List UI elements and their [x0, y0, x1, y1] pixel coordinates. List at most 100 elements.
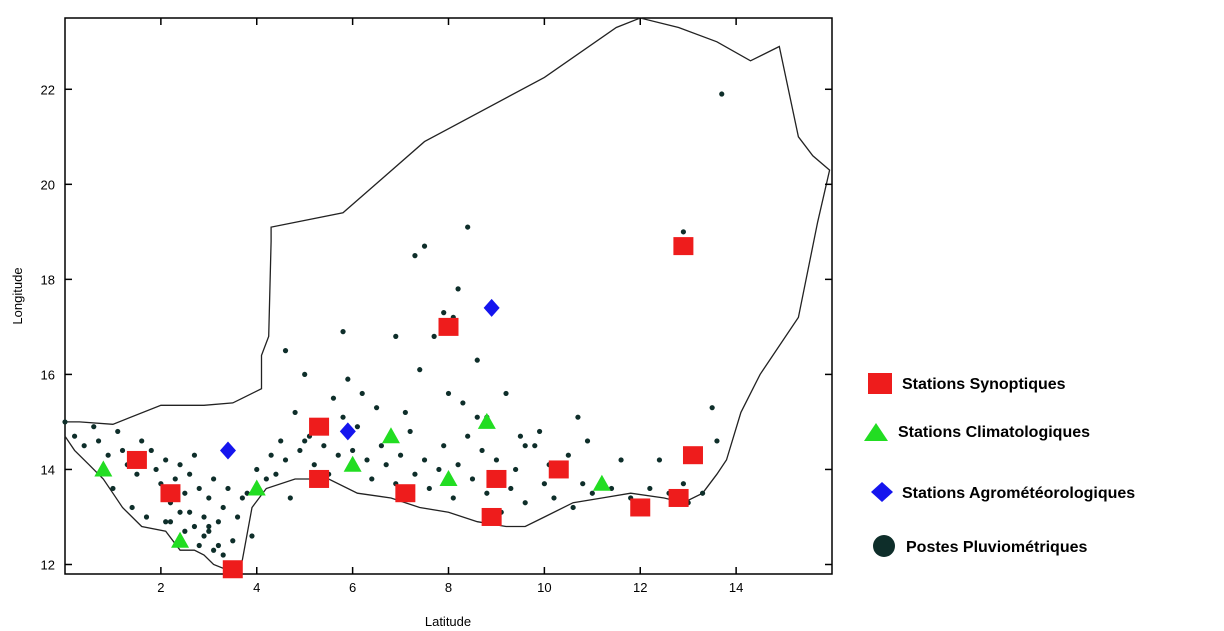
y-tick-label: 16: [41, 367, 55, 382]
legend-diamond-marker: [871, 482, 893, 502]
rain-gauge-point: [321, 443, 327, 449]
legend-label-synoptic: Stations Synoptiques: [902, 376, 1066, 393]
y-tick-label: 12: [41, 557, 55, 572]
climatological-station-point: [247, 479, 266, 496]
rain-gauge-point: [431, 333, 437, 339]
axis-ticks-layer: 2 4 6 8 10 12 14 12 14 16 18 20 22: [41, 18, 832, 595]
rain-gauge-point: [589, 490, 595, 496]
climatological-station-point: [381, 427, 400, 444]
rain-gauge-point: [302, 371, 308, 378]
synoptic-station-point: [673, 237, 694, 256]
rain-gauge-point: [167, 519, 174, 525]
rain-gauge-point: [196, 542, 202, 549]
rain-gauge-point: [220, 552, 226, 558]
x-tick-label: 6: [349, 580, 356, 595]
legend-label-climatological: Stations Climatologiques: [898, 424, 1090, 441]
rain-gauge-point: [263, 476, 269, 482]
synoptic-station-point: [438, 317, 459, 336]
rain-gauge-point: [182, 490, 188, 496]
synoptic-station-point: [126, 450, 147, 469]
rain-gauge-point: [656, 457, 663, 463]
legend-item-rain-gauges: Postes Pluviométriques: [873, 535, 1087, 557]
legend-item-synoptic: Stations Synoptiques: [868, 373, 1066, 394]
rain-gauge-point: [493, 457, 500, 463]
rain-gauge-point: [254, 466, 260, 473]
rain-gauge-point: [340, 414, 346, 420]
rain-gauge-point: [302, 438, 308, 444]
rain-gauge-point: [369, 476, 375, 482]
rain-gauge-point: [215, 542, 221, 549]
rain-gauge-point: [206, 495, 212, 501]
rain-gauge-point: [201, 514, 207, 520]
rain-gauge-point: [397, 452, 404, 458]
rain-gauge-point: [172, 476, 178, 482]
rain-gauge-point: [714, 438, 720, 444]
legend-item-agrometeorological: Stations Agrométéorologiques: [871, 482, 1135, 502]
rain-gauge-point: [345, 376, 351, 382]
rain-gauge-point: [373, 405, 380, 411]
rain-gauge-point: [350, 447, 356, 454]
rain-gauge-point: [340, 329, 346, 335]
synoptic-station-point: [309, 417, 330, 436]
agrometeorological-station-point: [483, 298, 500, 317]
rain-gauge-point: [460, 400, 466, 406]
rain-gauge-point: [282, 348, 289, 354]
rain-gauge-point: [187, 471, 193, 477]
rain-gauge-point: [206, 523, 212, 530]
rain-gauge-point: [584, 438, 591, 444]
rain-gauge-point: [273, 471, 279, 477]
y-tick-label: 20: [41, 177, 55, 192]
rain-gauge-point: [445, 390, 452, 397]
rain-gauge-point: [479, 447, 485, 454]
legend-triangle-marker: [864, 423, 888, 441]
rain-gauge-point: [536, 428, 543, 435]
rain-gauge-point: [421, 457, 428, 463]
rain-gauge-point: [354, 424, 361, 430]
climatological-station-point: [171, 531, 190, 548]
rain-gauge-point: [522, 500, 528, 506]
rain-gauge-point: [129, 504, 135, 511]
rain-gauge-point: [139, 438, 145, 444]
rain-gauge-point: [105, 452, 111, 458]
climatological-station-point: [94, 460, 113, 477]
synoptic-station-point: [160, 484, 181, 503]
rain-gauge-point: [426, 485, 432, 492]
synoptic-station-point: [668, 488, 689, 507]
rain-gauge-point: [532, 443, 538, 449]
rain-gauge-point: [91, 424, 97, 430]
rain-gauge-point: [455, 462, 461, 468]
rain-gauge-point: [191, 452, 198, 458]
rain-gauge-point: [455, 286, 461, 292]
y-tick-label: 14: [41, 462, 55, 477]
rain-gauge-point: [450, 495, 456, 501]
rain-gauge-point: [508, 485, 514, 492]
legend: Stations Synoptiques Stations Climatolog…: [864, 373, 1135, 557]
rain-gauge-point: [709, 405, 715, 411]
rain-gauge-point: [282, 457, 289, 463]
x-axis-title: Latitude: [425, 614, 471, 629]
rain-gauge-point: [62, 419, 68, 425]
legend-square-marker: [868, 373, 892, 394]
rain-gauge-point: [570, 504, 576, 511]
rain-gauge-point: [330, 395, 337, 401]
legend-item-climatological: Stations Climatologiques: [864, 423, 1090, 441]
rain-gauge-point: [551, 495, 557, 501]
rain-gauge-point: [513, 466, 519, 473]
rain-gauge-point: [95, 438, 102, 444]
rain-gauge-point: [249, 533, 255, 539]
synoptic-station-point: [548, 460, 569, 479]
y-axis-title: Longitude: [10, 267, 25, 324]
rain-gauge-point: [647, 485, 653, 492]
rain-gauge-point: [187, 509, 193, 515]
rain-gauge-point: [196, 485, 202, 492]
rain-gauge-point: [115, 428, 121, 435]
rain-gauge-point: [206, 528, 212, 534]
rain-gauge-point: [474, 414, 480, 420]
rain-gauge-point: [278, 438, 284, 444]
agrometeorological-station-point: [219, 441, 236, 460]
rain-gauge-point: [436, 466, 442, 473]
rain-gauge-point: [191, 523, 198, 530]
rain-gauge-point: [441, 310, 447, 316]
rain-gauge-point: [575, 414, 581, 420]
rain-gauge-point: [378, 443, 384, 449]
